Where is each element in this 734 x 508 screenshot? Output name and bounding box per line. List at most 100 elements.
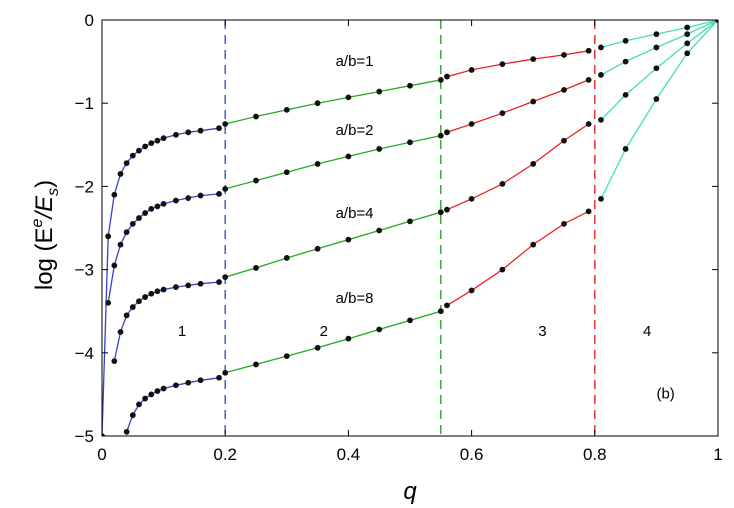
data-point (585, 121, 592, 127)
data-point (102, 433, 105, 436)
data-point (154, 288, 161, 295)
data-point (154, 388, 161, 394)
data-point (173, 382, 179, 389)
data-point (117, 329, 124, 335)
data-point (468, 121, 475, 127)
data-point (136, 147, 142, 154)
data-point (173, 197, 179, 204)
data-point (468, 287, 475, 294)
region-label-4: 4 (643, 323, 651, 340)
axes: 0 0.2 0.4 0.6 0.8 1 0 −1 −2 −3 −4 −5 (75, 11, 723, 464)
y-tick-label: −1 (75, 94, 94, 113)
data-point (653, 96, 660, 102)
data-point (129, 304, 136, 310)
y-tick-label: 0 (85, 11, 94, 30)
y-tick-label: −3 (75, 261, 94, 280)
data-point (148, 140, 155, 147)
data-point (216, 374, 222, 381)
data-point (129, 220, 136, 227)
y-tick-label: −4 (75, 344, 94, 363)
series-1-region-2-line (225, 79, 441, 125)
data-point (197, 192, 204, 199)
data-point (148, 205, 155, 212)
data-point (222, 185, 229, 192)
data-point (684, 50, 691, 57)
data-point (530, 161, 537, 167)
data-point (407, 218, 413, 225)
data-point (407, 317, 413, 324)
data-point (197, 280, 204, 287)
y-axis-label-end: ) (31, 180, 58, 188)
x-tick-label: 0.4 (337, 445, 361, 464)
series-label-4: a/b=8 (336, 290, 374, 307)
data-point (216, 279, 222, 285)
data-point (136, 401, 142, 408)
data-point (129, 152, 136, 159)
x-tick-label: 0.6 (460, 445, 484, 464)
y-axis-label-sub: s (45, 188, 62, 196)
data-point (136, 298, 142, 305)
data-point (561, 137, 567, 144)
y-axis-label: log (Ee/Es) (29, 180, 62, 290)
data-point (283, 106, 290, 113)
data-point (222, 369, 229, 376)
data-point (216, 125, 222, 132)
data-point (345, 153, 352, 160)
data-point (111, 191, 118, 198)
data-point (684, 31, 691, 38)
data-point (468, 195, 475, 202)
data-point (117, 241, 124, 248)
data-point (105, 233, 112, 240)
series-1-region-3-line (446, 50, 589, 78)
x-axis-label: q (403, 478, 417, 505)
data-point (376, 227, 383, 234)
data-point (499, 110, 506, 117)
data-point (437, 132, 444, 139)
data-point (622, 37, 629, 44)
y-axis-label-mid: /E (31, 195, 58, 221)
series-2-region-1-line (107, 193, 220, 304)
data-point (622, 146, 629, 152)
plot-clip-group (102, 20, 718, 436)
x-tick-label: 0.2 (213, 445, 237, 464)
y-axis-label-sup: e (29, 218, 46, 227)
series-4-region-3-line (446, 210, 589, 306)
data-point (142, 210, 149, 216)
y-tick-label: −5 (75, 427, 94, 446)
data-point (499, 266, 506, 273)
data-point (407, 139, 413, 146)
data-point (530, 241, 537, 248)
data-point (283, 255, 290, 261)
data-point (253, 361, 259, 368)
series-label-1: a/b=1 (336, 53, 374, 70)
data-point (437, 77, 444, 83)
data-point (173, 284, 179, 290)
data-point (173, 131, 179, 138)
data-point (222, 274, 229, 280)
panel-label: (b) (656, 386, 674, 403)
data-point (314, 245, 321, 252)
data-point (160, 286, 167, 293)
y-tick-label: −2 (75, 177, 94, 196)
data-point (444, 206, 450, 213)
data-point (653, 65, 660, 72)
data-point (376, 88, 383, 95)
data-point (499, 181, 506, 187)
data-point (185, 129, 192, 136)
data-point (117, 171, 124, 177)
data-point (253, 177, 259, 184)
data-point (345, 335, 352, 342)
data-point (253, 113, 259, 120)
x-tick-label: 0.8 (583, 445, 607, 464)
series-3-region-1-line (113, 281, 220, 362)
data-point (530, 56, 537, 63)
data-point (148, 290, 155, 297)
data-point (444, 73, 450, 80)
y-axis-label-main: log (E (31, 227, 58, 290)
series-3-region-3-line (446, 123, 589, 211)
data-point (345, 94, 352, 101)
data-point (283, 353, 290, 360)
data-point (585, 47, 592, 54)
data-point (622, 58, 629, 65)
series-label-2: a/b=2 (336, 122, 374, 139)
